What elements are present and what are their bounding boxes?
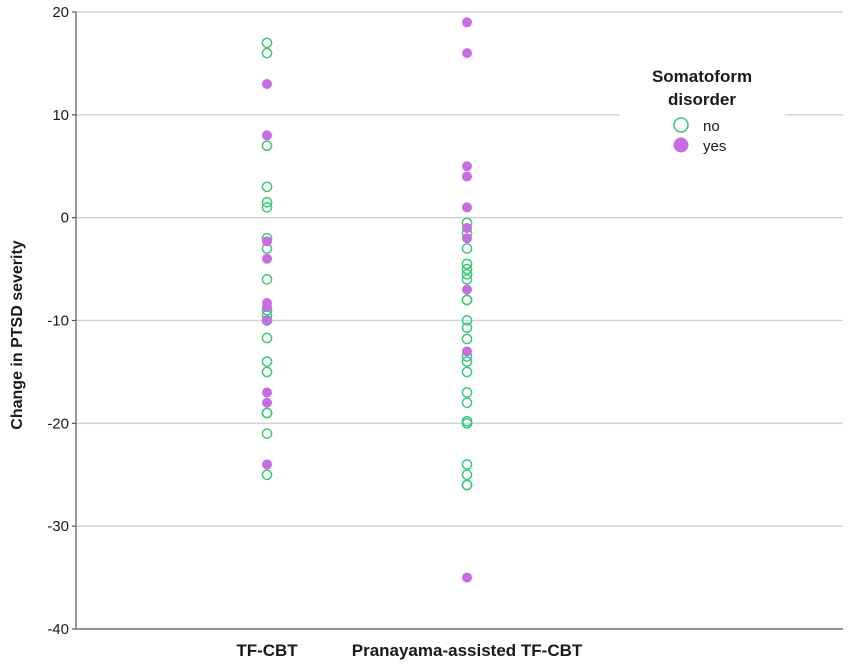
x-category-label: TF-CBT [236,641,298,660]
legend-title-line-1: Somatoform [652,67,752,86]
data-point-no [461,387,473,398]
y-tick-label: -10 [47,313,69,330]
data-point-no [461,263,473,275]
data-point-no [261,407,273,419]
data-point-yes [462,233,472,244]
data-point-yes [462,48,472,59]
legend: Somatoform disorder no yes [620,60,785,155]
legend-label-yes: yes [703,138,726,155]
data-point-yes [262,236,272,247]
data-point-yes [462,17,472,28]
y-axis-label: Change in PTSD severity [9,240,26,429]
data-point-yes [262,459,272,470]
data-point-no [461,459,473,470]
data-point-no [461,274,473,285]
data-point-no [261,428,273,439]
axes [72,11,843,630]
y-tick-label: -30 [47,518,69,535]
x-category-label: Pranayama-assisted TF-CBT [352,641,583,660]
y-tick-label: -40 [47,621,69,638]
y-tick-labels: 20 10 0 -10 -20 -30 -40 [47,4,69,638]
data-point-no [461,315,473,326]
y-tick-label: 20 [52,4,69,21]
data-point-yes [262,253,272,264]
data-points [261,17,473,583]
data-point-no [261,37,273,49]
legend-marker-yes [673,137,689,153]
data-point-yes [262,130,272,141]
data-point-no [261,202,273,213]
data-point-no [461,243,473,254]
x-category-labels: TF-CBT Pranayama-assisted TF-CBT [236,641,583,660]
data-point-no [261,366,273,378]
data-point-no [461,469,473,481]
data-point-yes [262,315,272,326]
data-point-yes [262,78,272,89]
legend-background [620,60,785,120]
y-tick-label: 10 [52,107,69,124]
gridlines [76,11,843,527]
data-point-no [261,332,273,344]
legend-label-no: no [703,118,720,135]
data-point-no [261,196,273,208]
data-point-no [261,356,273,367]
data-point-no [461,356,473,367]
legend-marker-no [673,117,689,133]
data-point-no [461,322,473,334]
data-point-yes [262,397,272,408]
data-point-no [461,258,473,270]
data-point-yes [462,284,472,295]
legend-title-line-2: disorder [668,90,736,109]
data-point-no [461,366,473,378]
data-point-yes [262,387,272,398]
data-point-yes [462,346,472,357]
data-point-no [261,181,273,193]
y-tick-label: -20 [47,415,69,432]
data-point-no [461,417,473,429]
data-point-no [261,47,273,59]
data-point-no [461,294,473,306]
data-point-yes [462,161,472,172]
data-point-no [461,397,473,409]
data-point-no [261,274,273,285]
data-point-no [461,479,473,491]
data-point-no [261,140,273,152]
data-point-yes [462,222,472,233]
y-tick-label: 0 [61,210,69,227]
data-point-yes [462,572,472,583]
data-point-yes [462,171,472,182]
data-point-no [461,268,473,280]
data-point-yes [262,302,272,313]
data-point-no [261,469,273,481]
data-point-no [461,333,473,345]
data-point-yes [462,202,472,213]
